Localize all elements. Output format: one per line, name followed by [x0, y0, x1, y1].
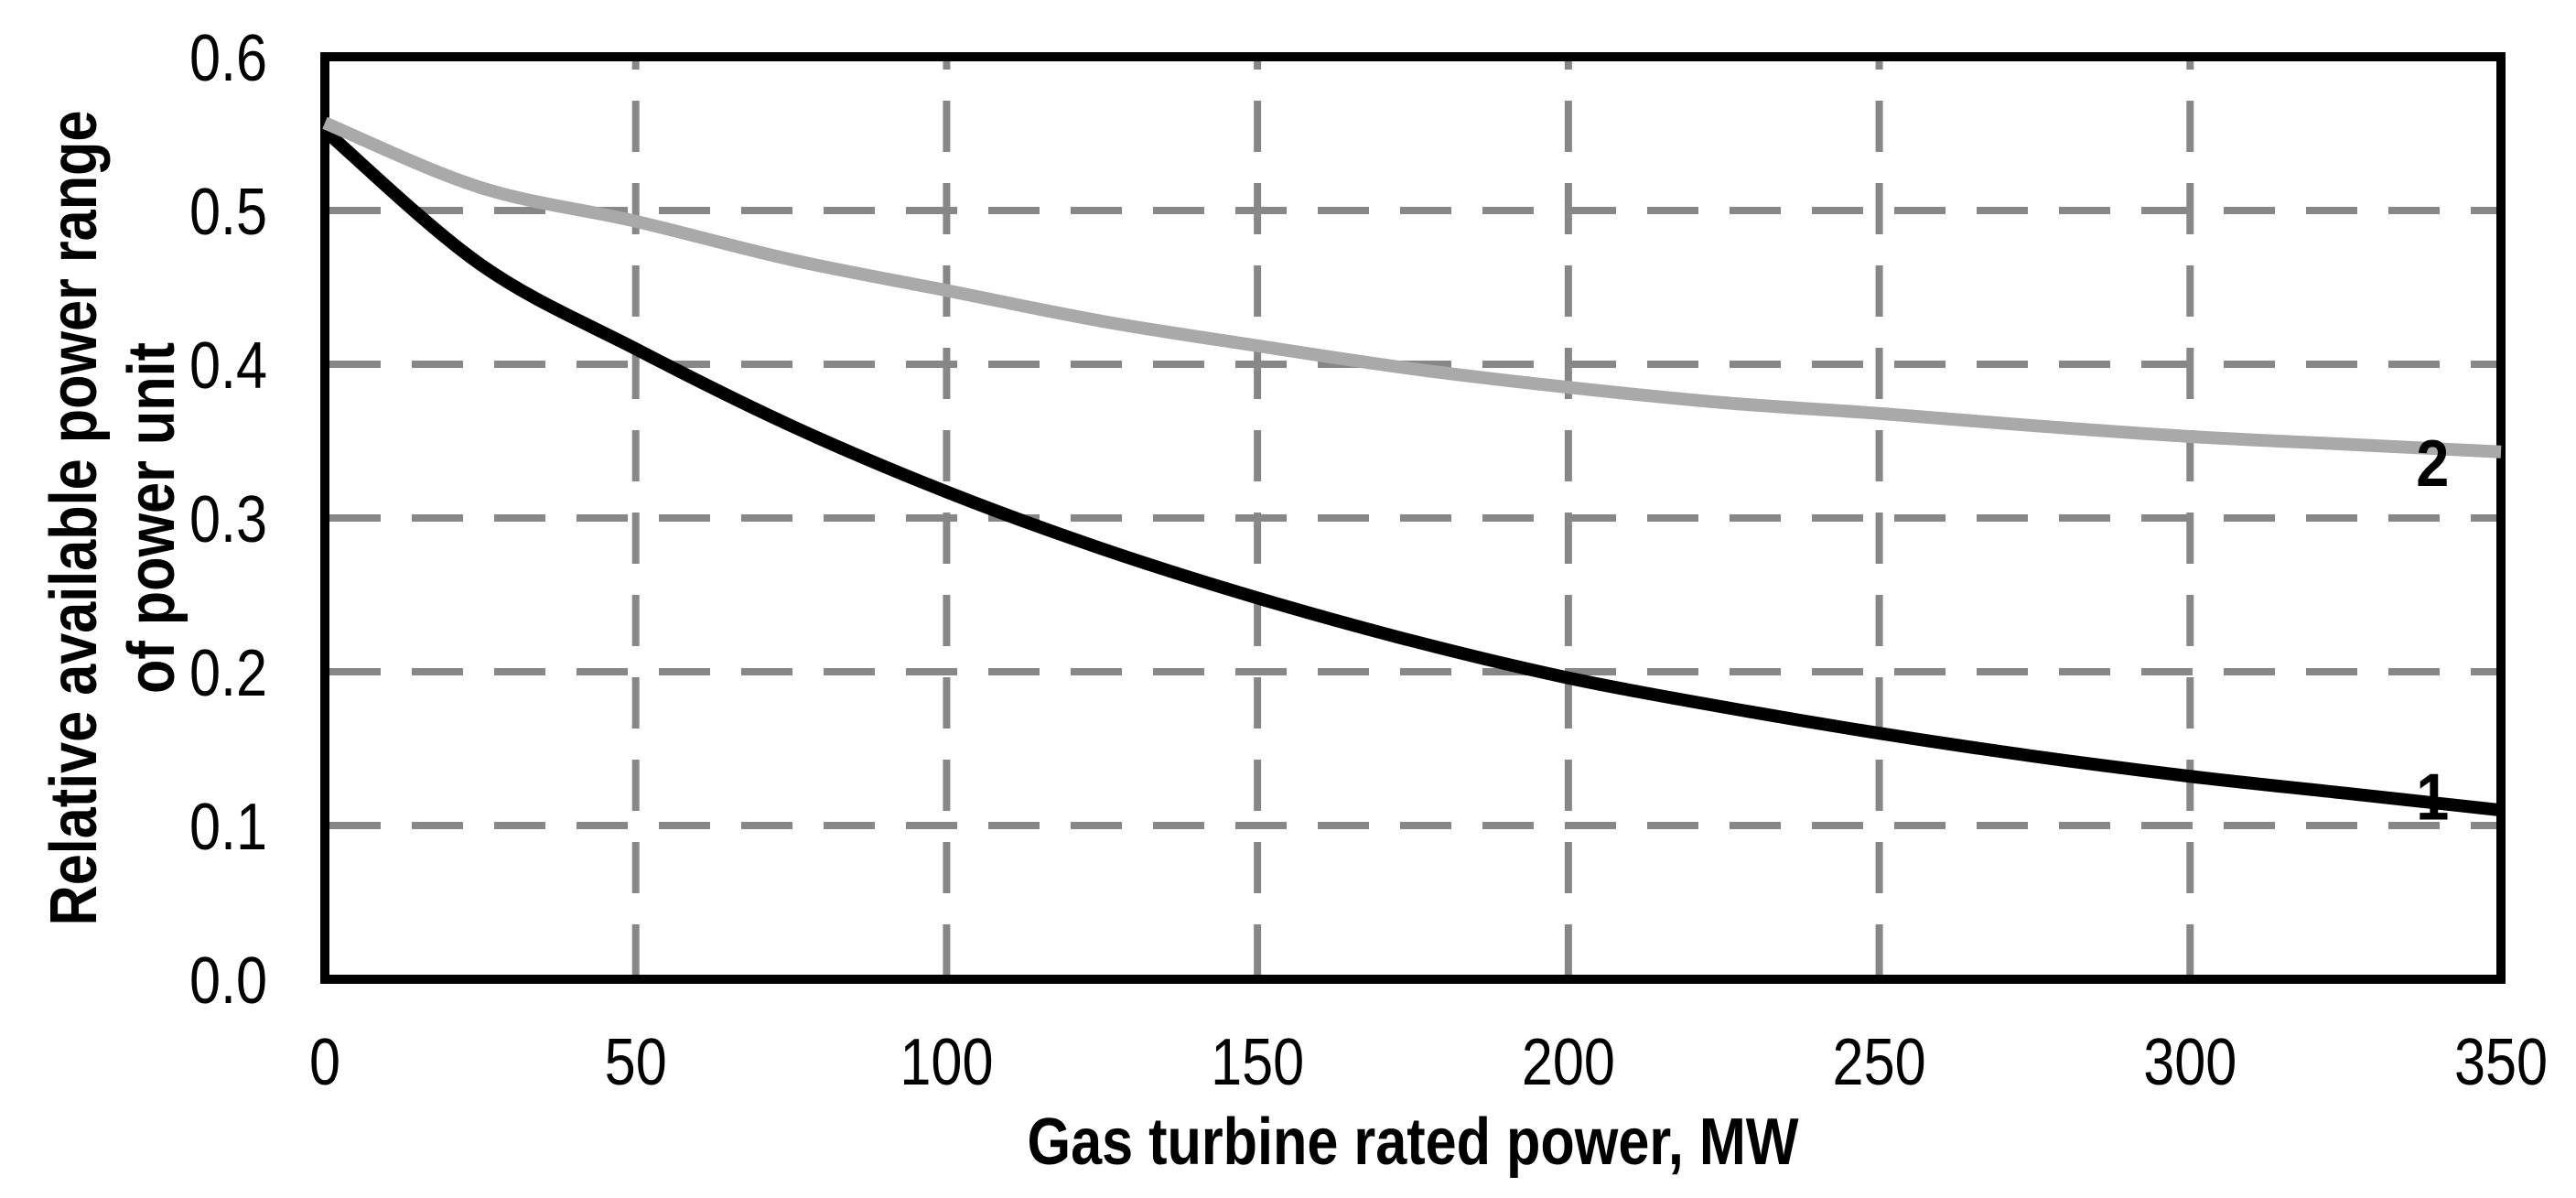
- y-tick-label: 0.5: [189, 176, 267, 249]
- y-axis-title-line-2: of power unit: [115, 342, 189, 694]
- tick-labels: 0 50 100 150 200 250 300 350 0.0 0.1 0.2 0.3 0.4 0.5 0…: [189, 22, 2548, 1099]
- x-tick-label: 100: [900, 1026, 993, 1099]
- curves: [320, 116, 2502, 817]
- curve-2-line: [322, 116, 2502, 459]
- x-tick-label: 150: [1211, 1026, 1304, 1099]
- x-axis-title: Gas turbine rated power, MW: [1027, 1106, 1798, 1179]
- plot-area-border: [320, 52, 2506, 984]
- curve-2-label: 2: [2416, 426, 2449, 501]
- x-tick-label: 50: [605, 1026, 667, 1099]
- curve-1-label: 1: [2416, 760, 2449, 834]
- y-tick-label: 0.3: [189, 483, 267, 556]
- x-tick-label: 200: [1522, 1026, 1615, 1099]
- y-axis-title-line-1: Relative available power range: [38, 111, 111, 926]
- x-tick-label: 0: [309, 1026, 340, 1099]
- curve-labels: 12: [2416, 426, 2449, 835]
- y-tick-label: 0.2: [189, 637, 267, 710]
- x-tick-label: 300: [2143, 1026, 2236, 1099]
- x-tick-label: 250: [1833, 1026, 1926, 1099]
- curve-1-line: [320, 125, 2502, 817]
- y-tick-label: 0.4: [189, 329, 267, 403]
- y-tick-label: 0.1: [189, 791, 267, 864]
- y-tick-label: 0.0: [189, 944, 267, 1018]
- x-tick-label: 350: [2454, 1026, 2548, 1099]
- y-tick-label: 0.6: [189, 22, 267, 95]
- gridlines: [329, 60, 2496, 976]
